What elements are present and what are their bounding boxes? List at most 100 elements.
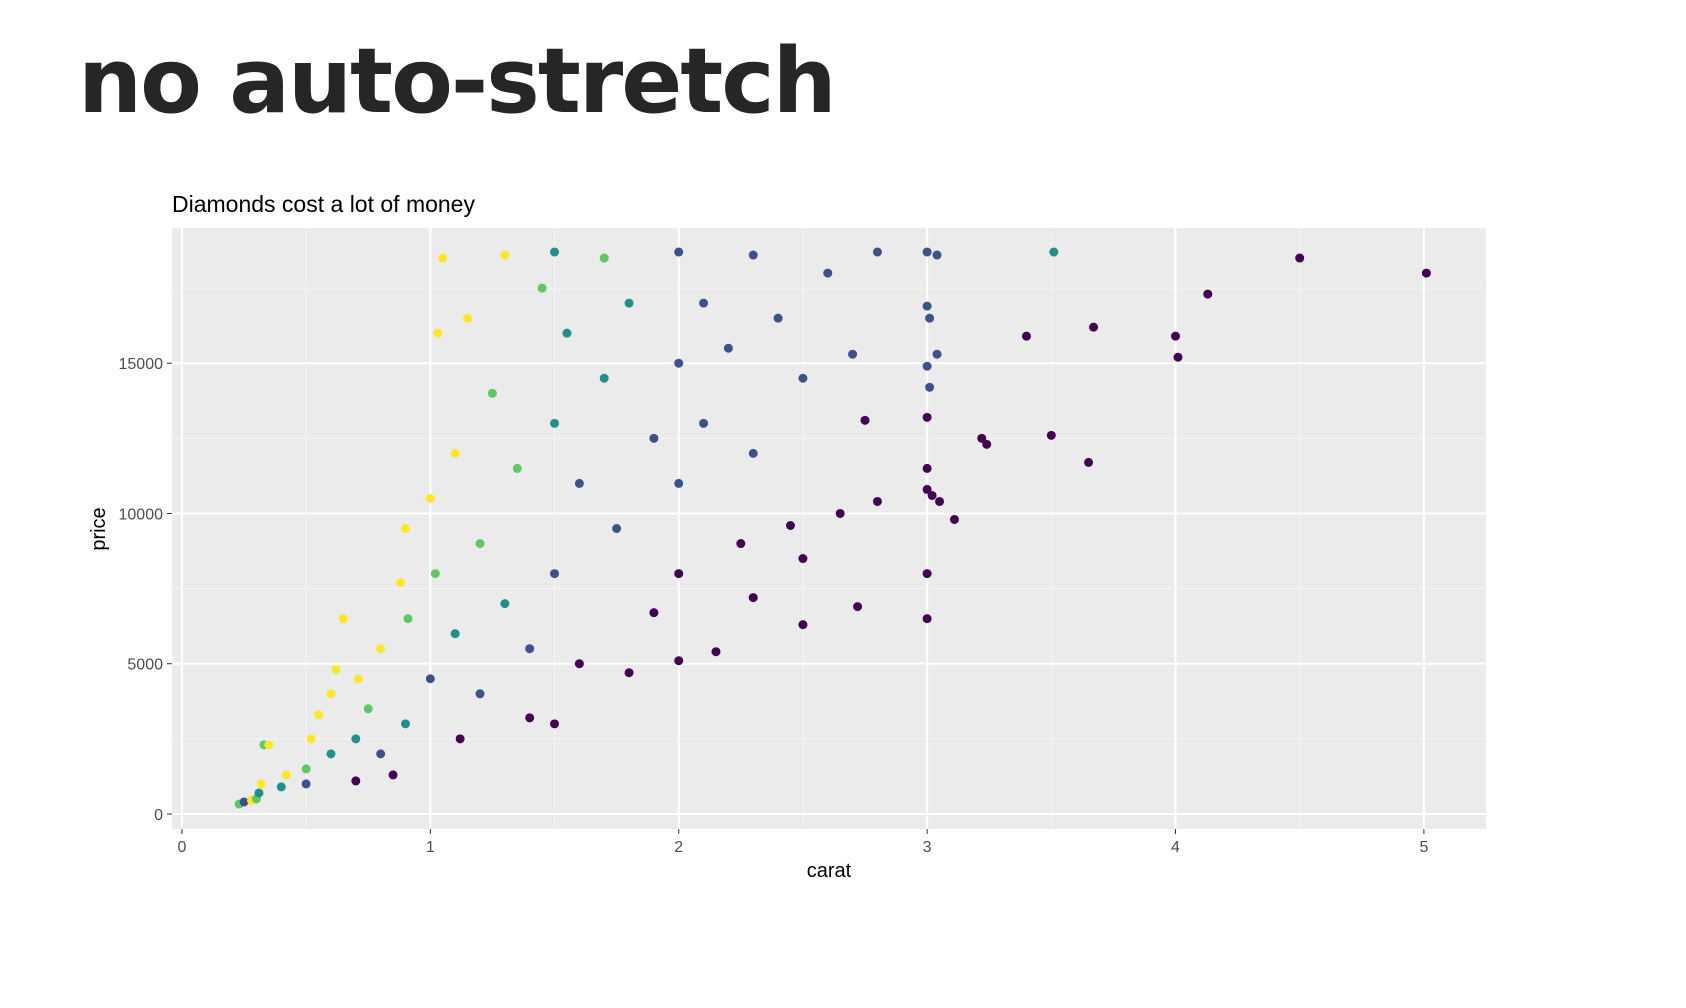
- data-point: [326, 689, 336, 699]
- data-point: [1046, 430, 1056, 440]
- data-point: [351, 734, 361, 744]
- data-point: [550, 247, 560, 257]
- data-point: [674, 358, 684, 368]
- data-point: [612, 524, 622, 533]
- data-point: [1084, 457, 1094, 467]
- data-point: [430, 569, 440, 579]
- data-points: [234, 247, 1431, 809]
- data-point: [463, 313, 473, 323]
- data-point: [351, 776, 361, 786]
- data-point: [932, 250, 942, 260]
- data-point: [574, 478, 584, 488]
- chart-title: Diamonds cost a lot of money: [172, 191, 475, 217]
- data-point: [1171, 331, 1181, 341]
- data-point: [860, 415, 870, 425]
- data-point: [723, 343, 733, 353]
- x-tick-label: 4: [1171, 839, 1180, 856]
- data-point: [699, 298, 709, 308]
- data-point: [922, 484, 932, 494]
- data-point: [649, 608, 659, 618]
- data-point: [455, 734, 465, 744]
- data-point: [425, 674, 435, 684]
- data-point: [785, 520, 795, 530]
- x-tick-label: 1: [426, 839, 435, 856]
- data-point: [922, 463, 932, 473]
- data-point: [1089, 322, 1099, 332]
- data-point: [932, 349, 942, 359]
- data-point: [525, 713, 535, 723]
- data-point: [301, 764, 311, 774]
- data-point: [949, 514, 959, 524]
- data-point: [922, 301, 932, 311]
- data-point: [438, 253, 448, 263]
- data-point: [624, 298, 634, 308]
- data-point: [927, 490, 937, 500]
- y-tick-label: 15000: [119, 356, 164, 373]
- data-point: [562, 328, 572, 338]
- data-point: [281, 770, 291, 780]
- data-point: [1203, 289, 1213, 299]
- data-point: [922, 361, 932, 371]
- data-point: [363, 704, 373, 714]
- plot-panel: [172, 228, 1486, 829]
- data-point: [403, 614, 413, 624]
- data-point: [388, 770, 398, 780]
- data-point: [1021, 331, 1031, 341]
- data-point: [1049, 247, 1059, 257]
- data-point: [525, 644, 535, 654]
- data-point: [254, 788, 264, 798]
- x-tick-label: 3: [923, 839, 932, 856]
- data-point: [977, 433, 987, 443]
- data-point: [699, 418, 709, 428]
- data-point: [433, 328, 443, 338]
- data-point: [649, 433, 659, 443]
- data-point: [922, 569, 932, 579]
- data-point: [1295, 253, 1305, 263]
- data-point: [500, 250, 510, 260]
- data-point: [1421, 268, 1431, 278]
- x-tick-label: 2: [674, 839, 683, 856]
- slide-title: no auto-stretch: [78, 29, 837, 134]
- data-point: [925, 382, 935, 392]
- data-point: [239, 797, 249, 807]
- data-point: [376, 749, 386, 759]
- x-tick-label: 0: [177, 839, 186, 856]
- data-point: [674, 656, 684, 666]
- x-axis: 0 1 2 3 4 5: [177, 829, 1428, 856]
- data-point: [338, 614, 348, 624]
- x-tick-label: 5: [1419, 839, 1428, 856]
- data-point: [674, 478, 684, 488]
- data-point: [982, 439, 992, 449]
- data-point: [798, 620, 808, 630]
- data-point: [798, 373, 808, 383]
- major-gridlines: [172, 228, 1486, 829]
- data-point: [711, 647, 721, 657]
- data-point: [922, 614, 932, 624]
- data-point: [872, 247, 882, 257]
- y-tick-label: 5000: [127, 657, 163, 674]
- data-point: [400, 719, 410, 729]
- data-point: [773, 313, 783, 323]
- data-point: [550, 719, 560, 729]
- data-point: [1173, 352, 1183, 362]
- y-axis-title: price: [88, 507, 110, 550]
- x-axis-title: carat: [807, 860, 852, 882]
- data-point: [748, 250, 758, 260]
- data-point: [748, 448, 758, 458]
- data-point: [512, 463, 522, 473]
- data-point: [674, 569, 684, 579]
- minor-gridlines: [172, 228, 1486, 829]
- data-point: [624, 668, 634, 678]
- data-point: [450, 448, 460, 458]
- data-point: [848, 349, 858, 359]
- data-point: [487, 388, 497, 398]
- data-point: [475, 689, 485, 699]
- data-point: [475, 539, 485, 549]
- data-point: [748, 593, 758, 603]
- data-point: [835, 508, 845, 518]
- data-point: [450, 629, 460, 639]
- data-point: [823, 268, 833, 278]
- data-point: [872, 496, 882, 506]
- data-point: [396, 578, 406, 588]
